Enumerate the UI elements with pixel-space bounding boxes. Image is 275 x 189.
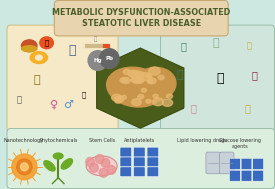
Ellipse shape [112,94,121,101]
FancyBboxPatch shape [120,147,131,157]
FancyBboxPatch shape [253,159,263,169]
FancyBboxPatch shape [133,157,145,167]
Text: 🏃: 🏃 [177,70,183,80]
FancyBboxPatch shape [133,167,145,177]
Text: 〰: 〰 [93,36,97,42]
Text: 🩺: 🩺 [17,95,22,104]
FancyBboxPatch shape [54,1,228,36]
FancyBboxPatch shape [147,167,159,177]
Ellipse shape [146,74,152,78]
Text: 🚴: 🚴 [244,103,251,113]
Ellipse shape [107,67,164,107]
Text: 🧍: 🧍 [68,44,75,57]
Text: Antiplatelets: Antiplatelets [124,138,155,143]
Ellipse shape [21,40,37,52]
Text: ♀: ♀ [50,100,58,110]
Ellipse shape [149,67,160,75]
Ellipse shape [123,69,130,74]
Text: 💉: 💉 [81,92,86,98]
Ellipse shape [136,72,144,77]
Ellipse shape [148,78,156,84]
Circle shape [88,51,108,70]
FancyBboxPatch shape [230,170,240,181]
Ellipse shape [53,153,63,159]
Circle shape [99,168,108,177]
Ellipse shape [122,77,130,84]
Text: 🍷: 🍷 [251,70,257,80]
Circle shape [86,157,94,166]
Ellipse shape [153,98,163,106]
Ellipse shape [166,94,173,98]
FancyBboxPatch shape [7,129,274,188]
Text: Nanotechnology: Nanotechnology [4,138,44,143]
FancyBboxPatch shape [219,152,234,174]
Text: 🏋: 🏋 [181,41,187,51]
FancyBboxPatch shape [230,159,240,169]
Circle shape [95,155,104,163]
Ellipse shape [115,98,121,103]
Ellipse shape [132,76,142,83]
Circle shape [101,159,110,167]
Ellipse shape [158,75,164,80]
FancyBboxPatch shape [7,25,118,132]
Ellipse shape [44,161,55,171]
Ellipse shape [141,88,147,92]
Text: Phytochemicals: Phytochemicals [39,138,78,143]
FancyBboxPatch shape [253,170,263,181]
Text: 🥗: 🥗 [217,72,224,85]
Ellipse shape [121,95,126,99]
Text: Stem Cells: Stem Cells [89,138,115,143]
Ellipse shape [146,99,151,103]
FancyBboxPatch shape [206,152,221,174]
Ellipse shape [140,73,151,81]
FancyBboxPatch shape [133,147,145,157]
Ellipse shape [138,94,144,99]
Text: 👥: 👥 [34,75,40,85]
Text: 🫙: 🫙 [247,41,252,50]
Text: Pb: Pb [105,56,113,61]
Ellipse shape [35,55,42,60]
Ellipse shape [120,77,127,83]
FancyBboxPatch shape [241,159,252,169]
FancyBboxPatch shape [241,170,252,181]
Polygon shape [97,48,184,128]
Circle shape [12,154,37,180]
Circle shape [90,163,98,172]
Text: ♂: ♂ [63,100,73,110]
Ellipse shape [131,99,141,106]
Ellipse shape [115,96,124,103]
Ellipse shape [145,74,152,78]
Text: METABOLIC DYSFUNCTION-ASSOCIATED
STEATOTIC LIVER DISEASE: METABOLIC DYSFUNCTION-ASSOCIATED STEATOT… [52,8,230,28]
Ellipse shape [147,80,152,83]
Circle shape [17,159,32,175]
FancyBboxPatch shape [147,157,159,167]
Ellipse shape [153,94,158,98]
Ellipse shape [130,70,141,78]
Text: Glucose lowering
agents: Glucose lowering agents [219,138,261,149]
Ellipse shape [61,159,73,169]
Ellipse shape [86,156,117,176]
Text: 🍕: 🍕 [45,40,49,46]
Text: Lipid lowering drugs: Lipid lowering drugs [177,138,227,143]
Text: Hg: Hg [94,58,102,63]
Circle shape [107,165,116,174]
Ellipse shape [134,67,176,101]
FancyBboxPatch shape [120,167,131,177]
FancyBboxPatch shape [147,147,159,157]
FancyBboxPatch shape [120,157,131,167]
Ellipse shape [135,77,144,83]
Text: 🫀: 🫀 [191,103,196,113]
Ellipse shape [128,70,137,77]
Ellipse shape [21,46,37,52]
Circle shape [21,163,28,171]
Ellipse shape [30,52,48,64]
Circle shape [100,49,119,68]
Ellipse shape [131,77,140,83]
FancyBboxPatch shape [161,25,274,132]
Ellipse shape [40,37,53,49]
Ellipse shape [162,99,173,106]
Text: 🐟: 🐟 [212,38,219,48]
